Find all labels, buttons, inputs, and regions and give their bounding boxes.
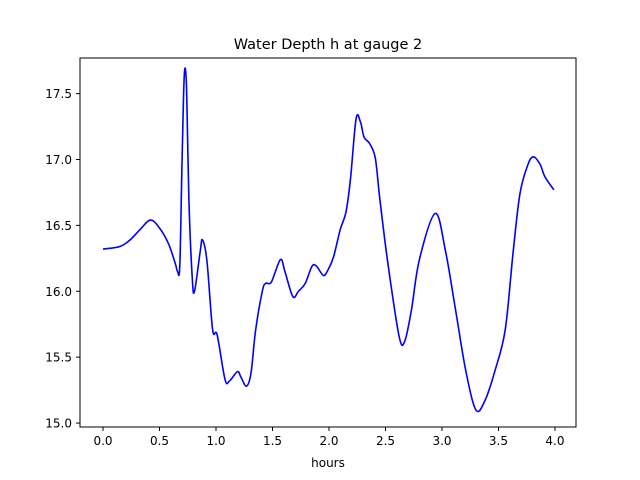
y-axis: 15.0 15.5 16.0 16.5 17.0 17.5 bbox=[45, 87, 80, 431]
y-tick-label: 16.5 bbox=[45, 219, 72, 233]
y-tick-label: 17.5 bbox=[45, 87, 72, 101]
axes-frame bbox=[79, 57, 577, 428]
x-axis-label: hours bbox=[311, 456, 345, 470]
x-tick-label: 3.0 bbox=[432, 434, 451, 448]
x-tick-label: 1.0 bbox=[206, 434, 225, 448]
x-axis: 0.0 0.5 1.0 1.5 2.0 2.5 3.0 3.5 4.0 bbox=[93, 427, 565, 448]
x-tick-label: 4.0 bbox=[545, 434, 564, 448]
chart-title: Water Depth h at gauge 2 bbox=[234, 37, 422, 53]
y-tick-label: 17.0 bbox=[45, 153, 72, 167]
y-tick-label: 16.0 bbox=[45, 285, 72, 299]
x-tick-label: 0.0 bbox=[93, 434, 112, 448]
x-tick-label: 0.5 bbox=[150, 434, 169, 448]
x-tick-label: 3.5 bbox=[489, 434, 508, 448]
y-tick-label: 15.0 bbox=[45, 417, 72, 431]
x-tick-label: 2.5 bbox=[376, 434, 395, 448]
y-tick-label: 15.5 bbox=[45, 351, 72, 365]
x-tick-label: 2.0 bbox=[319, 434, 338, 448]
series-line-h bbox=[102, 67, 555, 413]
x-tick-label: 1.5 bbox=[263, 434, 282, 448]
